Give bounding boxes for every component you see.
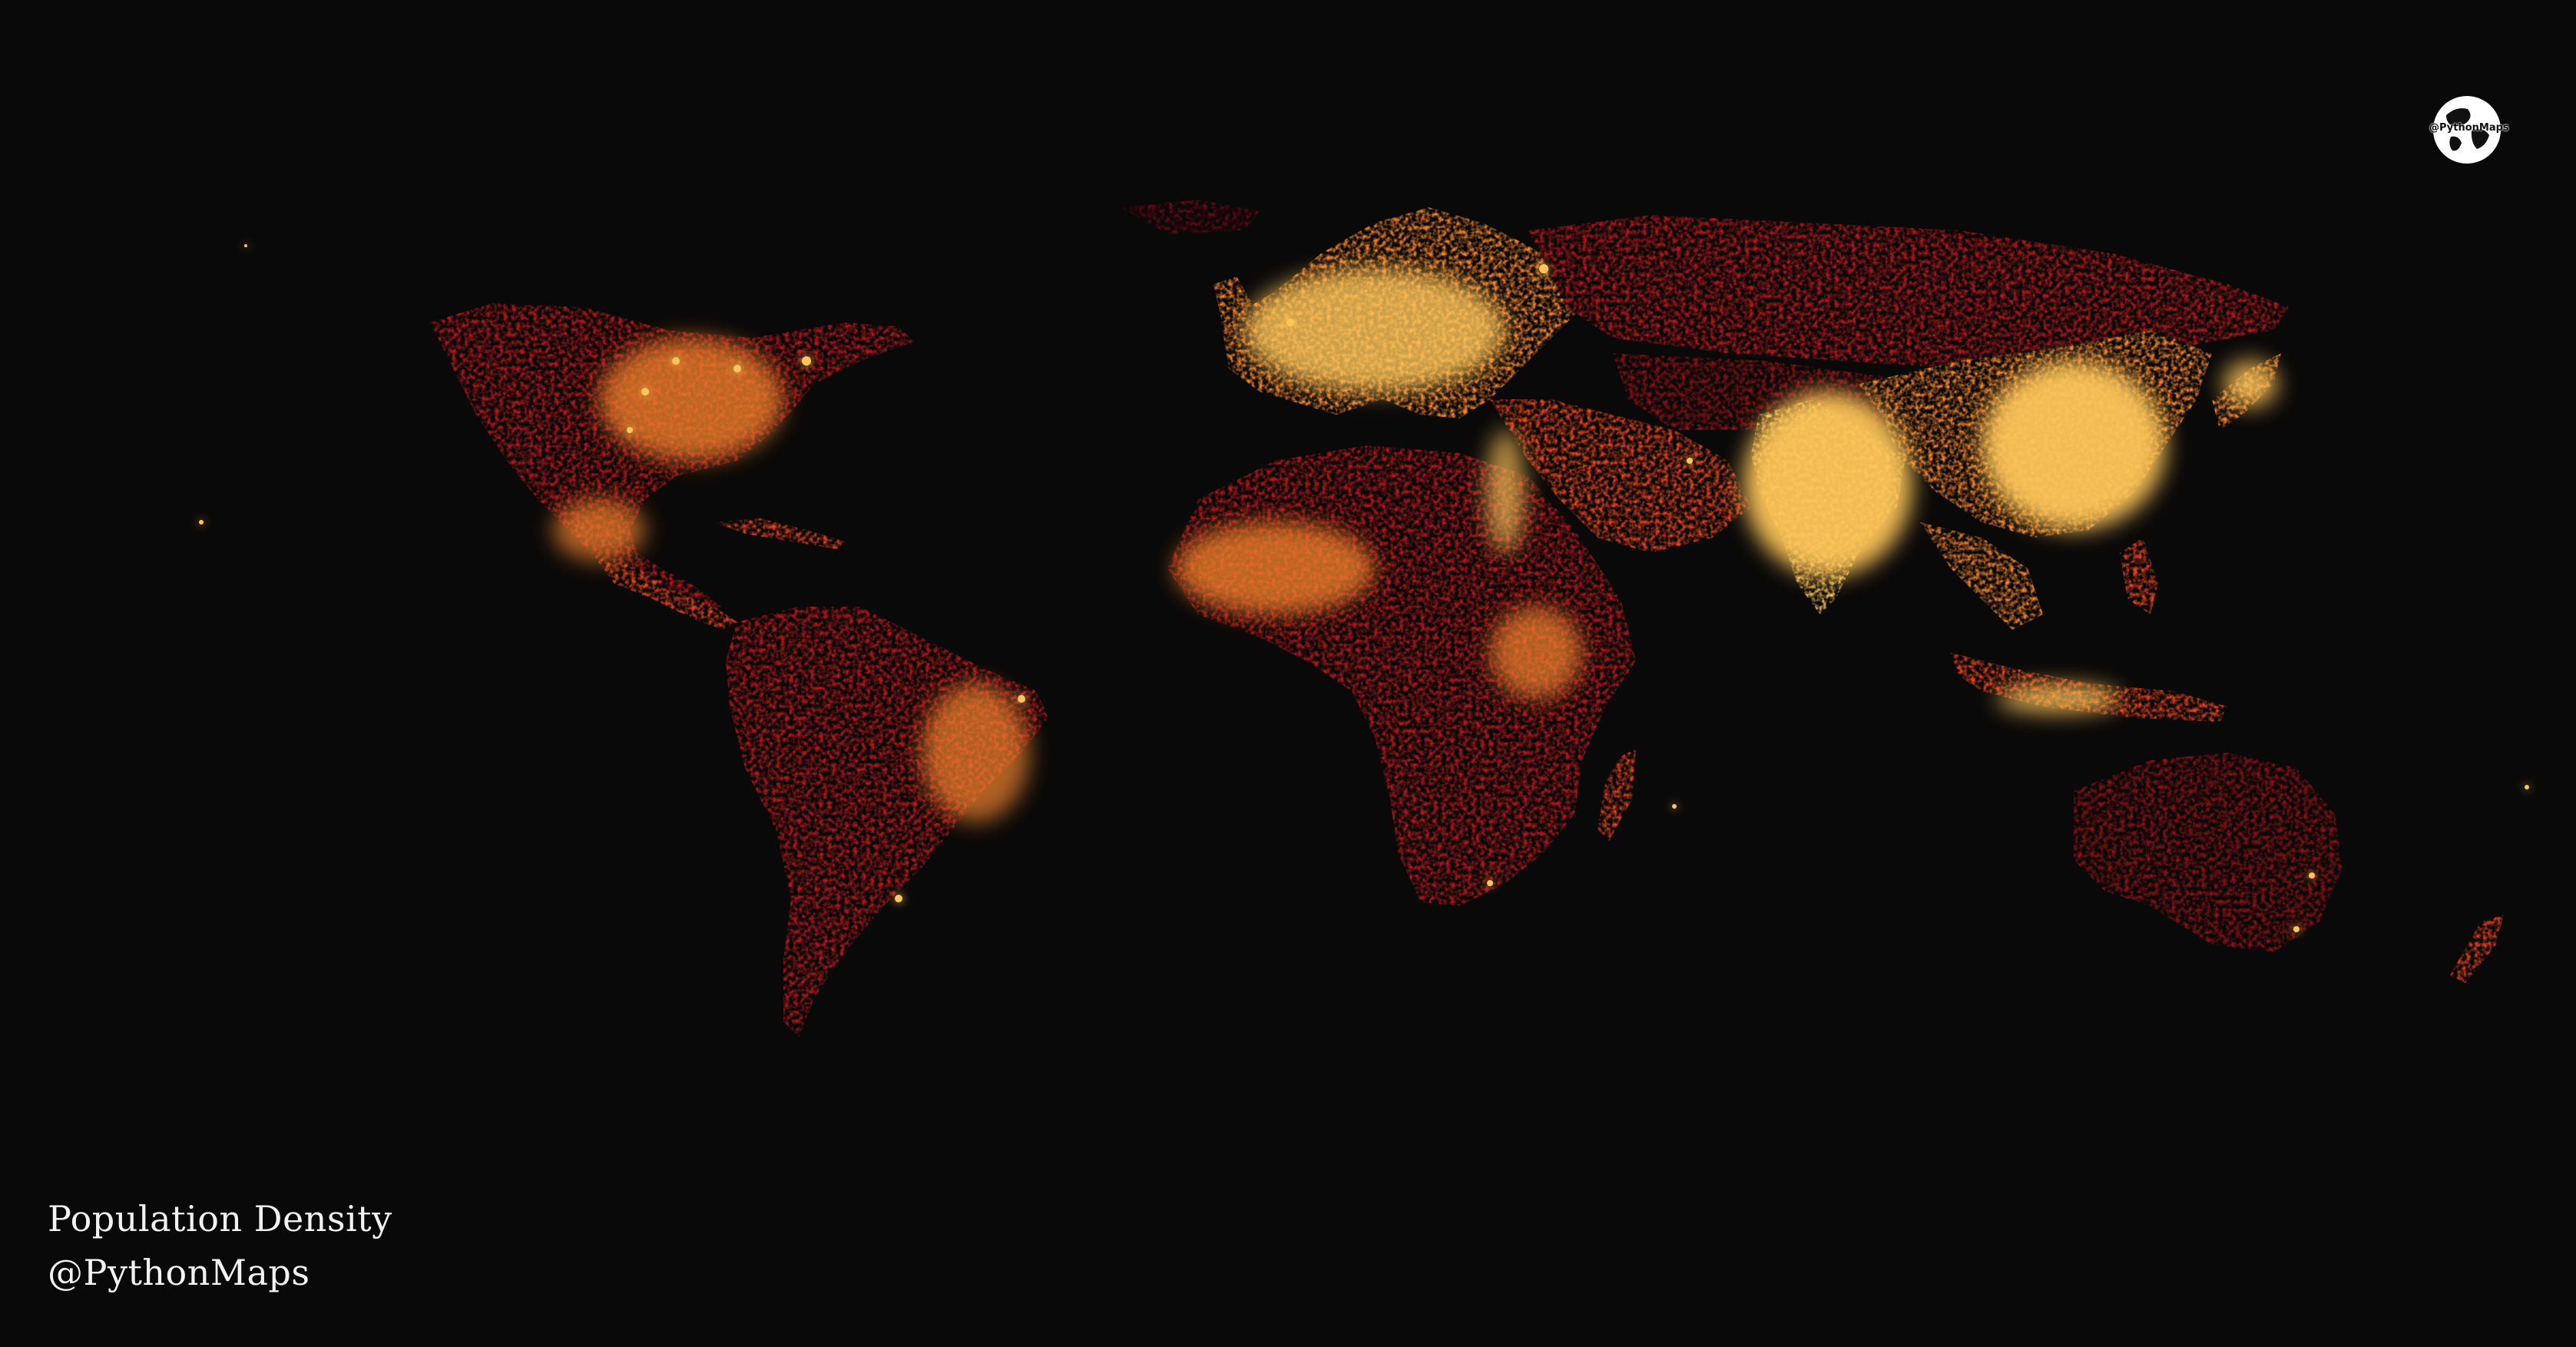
city-dot: [627, 427, 633, 433]
land-new-zealand: [2450, 914, 2504, 983]
city-dot: [1018, 695, 1025, 703]
hotspot-eastern-us: [599, 338, 783, 461]
hotspot-nile: [1486, 430, 1525, 553]
hotspot-japan: [2223, 361, 2277, 407]
hotspot-east-africa: [1490, 607, 1582, 699]
land-australia: [2074, 753, 2343, 952]
hotspot-mexico: [553, 499, 645, 561]
hotspot-brazil-coast: [922, 683, 1029, 822]
land-madagascar: [1598, 749, 1636, 841]
city-dot: [2525, 785, 2529, 789]
city-dot: [1286, 319, 1294, 326]
city-dot: [1687, 458, 1693, 464]
city-dot: [1672, 804, 1677, 809]
city-dot: [895, 895, 902, 902]
author-handle: @PythonMaps: [48, 1252, 310, 1293]
city-dot: [2293, 926, 2300, 932]
hotspot-east-china: [1982, 361, 2166, 530]
hotspot-java: [1997, 685, 2120, 713]
city-dot: [641, 388, 649, 395]
city-dot: [672, 357, 680, 365]
land-russia: [1528, 215, 2289, 369]
city-dot: [1487, 880, 1493, 886]
pythonmaps-logo: @PythonMaps: [2429, 92, 2509, 167]
land-caribbean: [714, 518, 845, 549]
city-dot: [2309, 872, 2315, 879]
city-dot: [199, 520, 204, 525]
hotspot-india: [1743, 392, 1912, 576]
map-title: Population Density: [48, 1198, 392, 1239]
land-britain: [1214, 276, 1252, 323]
density-hotspots: [553, 269, 2277, 822]
city-dot: [244, 244, 247, 247]
hotspot-europe: [1244, 269, 1505, 392]
land-southeast-asia: [1920, 522, 2043, 630]
city-dot: [1539, 264, 1548, 273]
city-lights: [199, 244, 2529, 932]
land-middle-east: [1490, 399, 1751, 553]
land-philippines: [2120, 538, 2158, 614]
land-central-america: [591, 553, 737, 630]
hotspot-west-africa: [1175, 522, 1375, 614]
globe-icon: [2433, 96, 2501, 164]
land-arctic-islands: [1121, 200, 1260, 234]
logo-label: @PythonMaps: [2429, 122, 2509, 134]
land-south-america: [726, 607, 1048, 1037]
city-dot: [802, 356, 811, 366]
city-dot: [733, 365, 741, 372]
